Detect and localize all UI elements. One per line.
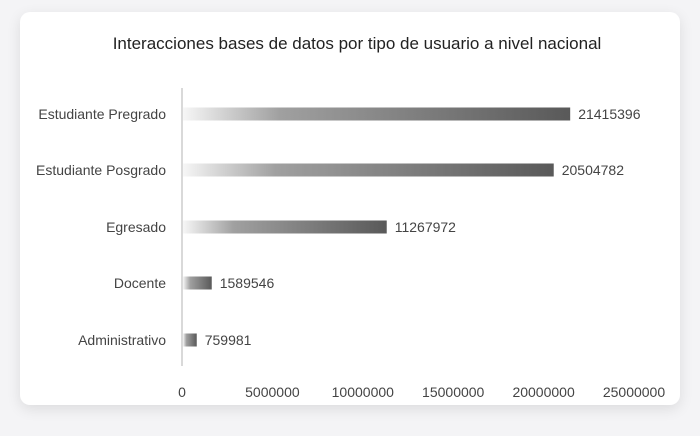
category-label: Estudiante Posgrado xyxy=(36,162,166,178)
x-tick-label: 20000000 xyxy=(512,384,575,400)
x-tick-label: 5000000 xyxy=(245,384,300,400)
chart-card xyxy=(20,12,680,405)
category-label: Docente xyxy=(114,275,166,291)
x-tick-label: 0 xyxy=(178,384,186,400)
value-label: 759981 xyxy=(205,332,252,348)
category-label: Egresado xyxy=(106,219,166,235)
x-tick-label: 25000000 xyxy=(603,384,666,400)
bar xyxy=(183,107,571,121)
x-tick-label: 10000000 xyxy=(332,384,395,400)
bar xyxy=(183,220,387,234)
bar xyxy=(183,276,212,290)
bar xyxy=(183,163,554,177)
bar xyxy=(183,333,197,347)
value-label: 1589546 xyxy=(220,275,275,291)
category-label: Administrativo xyxy=(78,332,166,348)
category-label: Estudiante Pregrado xyxy=(38,106,166,122)
value-label: 11267972 xyxy=(395,219,456,235)
value-label: 20504782 xyxy=(562,162,625,178)
chart-title: Interacciones bases de datos por tipo de… xyxy=(113,34,602,53)
value-label: 21415396 xyxy=(578,106,641,122)
x-tick-label: 15000000 xyxy=(422,384,485,400)
